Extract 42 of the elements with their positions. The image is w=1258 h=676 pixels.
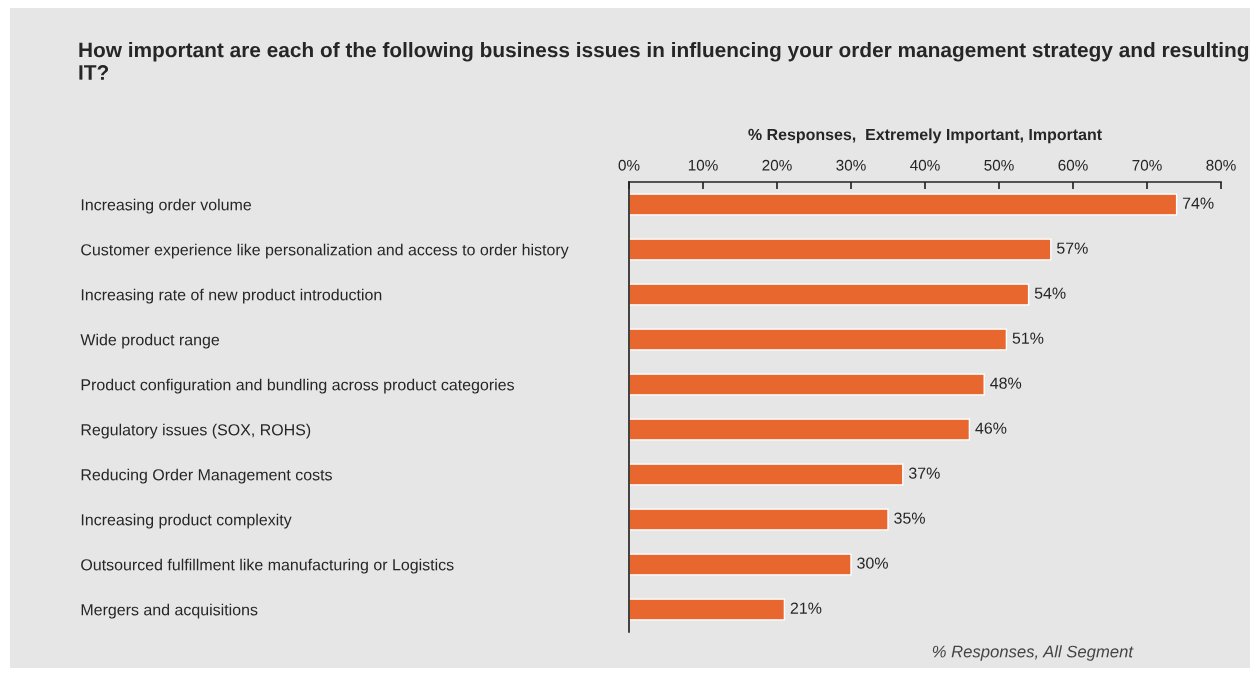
data-label: 54% (1034, 287, 1066, 299)
y-tick-label: Product configuration and bundling across product categories (81, 378, 514, 394)
bar (629, 238, 1052, 261)
chart-title: How important are each of the following business issues in influencing your order management strategy and resulting IT? (79, 42, 1249, 80)
x-tick-label: 50% (984, 159, 1014, 171)
bar (629, 508, 889, 531)
y-tick-label: Customer experience like personalization and access to order history (81, 243, 569, 259)
x-tick-label: 20% (762, 159, 792, 171)
y-tick-label: Regulatory issues (SOX, ROHS) (81, 423, 311, 439)
bar (629, 598, 786, 621)
data-label: 21% (790, 602, 822, 614)
y-tick-label: Mergers and acquisitions (81, 603, 258, 619)
x-tick-label: 10% (688, 159, 718, 171)
data-label: 74% (1182, 197, 1214, 209)
data-label: 46% (975, 422, 1007, 434)
x-tick-label: 80% (1206, 159, 1236, 171)
text: % Responses, All Segment (932, 645, 1134, 661)
data-label: 37% (908, 467, 940, 479)
x-tick-label: 70% (1132, 159, 1162, 171)
bar (629, 418, 971, 441)
bar (629, 193, 1178, 216)
y-tick-label: Increasing order volume (81, 198, 252, 214)
y-tick-label: Increasing rate of new product introduction (81, 288, 382, 304)
y-tick-label: Outsourced fulfillment like manufacturing or Logistics (81, 558, 454, 574)
y-tick-label: Reducing Order Management costs (81, 468, 332, 484)
x-tick-label: 40% (910, 159, 940, 171)
bar (629, 328, 1008, 351)
y-tick-label: Wide product range (80, 333, 220, 349)
data-label: 51% (1012, 332, 1044, 344)
bar (629, 373, 985, 396)
x-tick-label: 0% (618, 159, 640, 171)
x-tick-label: 60% (1058, 159, 1088, 171)
bar (629, 463, 904, 486)
bar (629, 283, 1030, 306)
x-tick-label: 30% (836, 159, 866, 171)
data-label: 35% (894, 512, 925, 524)
data-label: 48% (990, 377, 1022, 389)
bar (629, 553, 852, 576)
x-axis-title: % Responses, Extremely Important, Important (748, 128, 1102, 144)
data-label: 57% (1056, 242, 1088, 254)
y-tick-label: Increasing product complexity (81, 513, 292, 529)
data-label: 30% (857, 557, 888, 569)
